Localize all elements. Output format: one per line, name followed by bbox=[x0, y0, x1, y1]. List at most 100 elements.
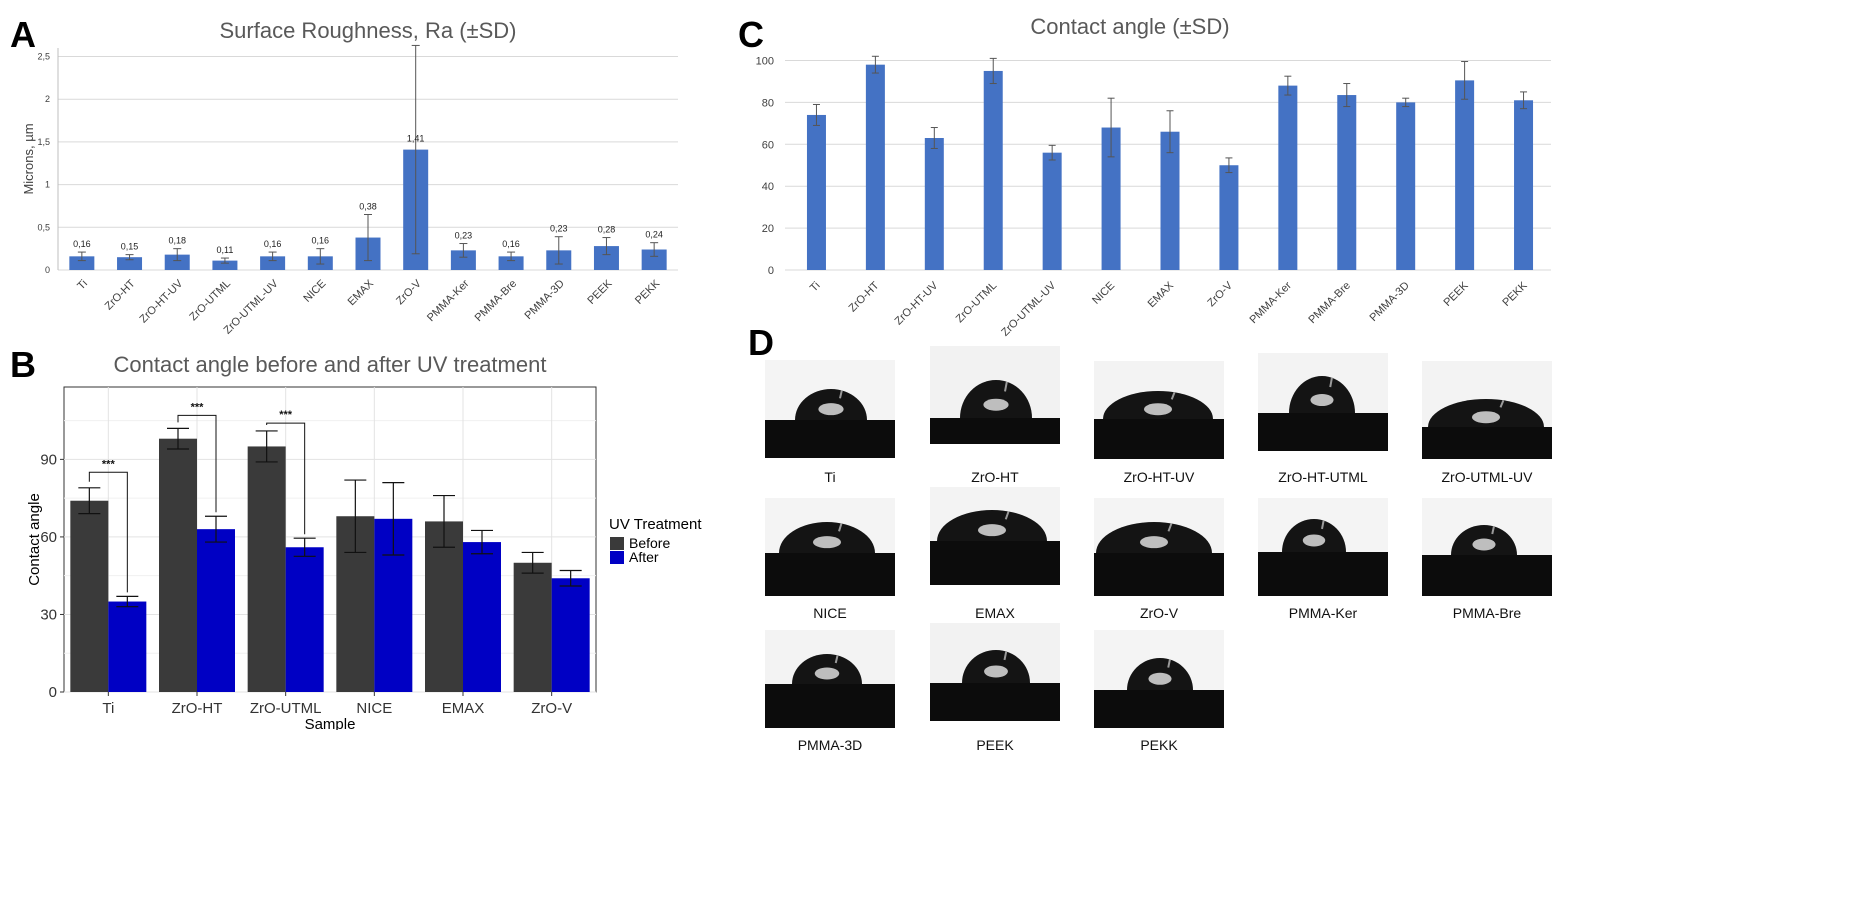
droplet-label: ZrO-HT-UV bbox=[1123, 469, 1195, 485]
x-tick-label: ZrO-UTML bbox=[187, 278, 233, 324]
substrate bbox=[930, 418, 1060, 444]
droplet-label: EMAX bbox=[975, 605, 1015, 621]
droplet-photo bbox=[765, 498, 895, 596]
droplet-image bbox=[1258, 353, 1388, 451]
legend-label: After bbox=[629, 549, 659, 565]
bar bbox=[164, 254, 190, 270]
droplet-photo bbox=[1094, 630, 1224, 728]
chart-title: Contact angle before and after UV treatm… bbox=[114, 352, 547, 377]
y-tick-label: 40 bbox=[762, 181, 774, 193]
substrate bbox=[765, 684, 895, 728]
photo-background bbox=[1258, 353, 1388, 451]
droplet-label: PMMA-Ker bbox=[1288, 605, 1358, 621]
droplet-label: ZrO-UTML-UV bbox=[1441, 469, 1533, 485]
x-tick-label: EMAX bbox=[346, 277, 377, 308]
significance-bracket bbox=[266, 422, 306, 535]
droplet-image bbox=[930, 346, 1060, 444]
x-tick-label: ZrO-V bbox=[394, 277, 424, 307]
y-tick-label: 0 bbox=[768, 265, 774, 277]
data-label: 0,16 bbox=[312, 236, 330, 246]
panel-letter-a: A bbox=[10, 14, 36, 55]
substrate bbox=[1094, 553, 1224, 596]
x-tick-label: PMMA-3D bbox=[523, 278, 567, 322]
bar bbox=[1455, 80, 1475, 270]
substrate bbox=[765, 420, 895, 458]
droplet-reflection bbox=[983, 398, 1009, 411]
x-tick-label: PEEK bbox=[585, 277, 615, 307]
droplet-image bbox=[1258, 498, 1388, 596]
chart-title: Contact angle (±SD) bbox=[1030, 14, 1229, 39]
x-tick-label: PMMA-Bre bbox=[1306, 280, 1353, 327]
photo-background bbox=[930, 487, 1060, 585]
droplet-reflection bbox=[1472, 538, 1496, 551]
x-tick-label: ZrO-HT bbox=[847, 279, 882, 314]
droplet bbox=[1451, 525, 1517, 555]
contact-angle-chart: Contact angle (±SD) 0 20 40 60 80 100 Ti ZrO-HT Z… bbox=[756, 14, 1551, 339]
needle-glint bbox=[1321, 520, 1325, 530]
y-tick-label: 20 bbox=[762, 223, 774, 235]
bar bbox=[593, 246, 619, 270]
significance-label: *** bbox=[191, 401, 205, 413]
data-label: 0,28 bbox=[598, 225, 616, 235]
y-tick-label: 30 bbox=[40, 606, 57, 623]
droplet-image bbox=[765, 498, 895, 596]
bar-before bbox=[70, 500, 109, 692]
droplet-label: PMMA-Bre bbox=[1452, 605, 1522, 621]
droplet-image bbox=[765, 360, 895, 458]
droplet bbox=[792, 654, 862, 684]
x-tick-label: PEEK bbox=[1441, 279, 1471, 309]
bar bbox=[498, 256, 524, 270]
droplet-photo bbox=[765, 630, 895, 728]
significance-bracket bbox=[88, 471, 128, 593]
x-tick-label: ZrO-UTML bbox=[250, 700, 322, 717]
data-label: 0,11 bbox=[216, 245, 233, 255]
droplet-image bbox=[930, 487, 1060, 585]
substrate bbox=[1094, 690, 1224, 728]
droplet bbox=[1096, 522, 1212, 553]
substrate bbox=[1422, 427, 1552, 459]
droplet-reflection bbox=[984, 665, 1008, 678]
significance-label: *** bbox=[279, 409, 293, 421]
x-tick-label: ZrO-V bbox=[1205, 279, 1235, 309]
x-tick-label: Ti bbox=[808, 280, 823, 295]
bar-after bbox=[551, 578, 590, 692]
droplet-photo bbox=[1094, 498, 1224, 596]
droplet bbox=[962, 650, 1030, 683]
y-tick-label: 0 bbox=[45, 265, 50, 275]
photo-background bbox=[765, 360, 895, 458]
bar bbox=[260, 256, 286, 270]
data-label: 0,16 bbox=[73, 239, 91, 249]
bar-after bbox=[285, 547, 324, 692]
bar-after bbox=[108, 601, 147, 692]
bar bbox=[69, 256, 95, 270]
droplet-label: PEEK bbox=[976, 737, 1014, 753]
droplet bbox=[960, 380, 1032, 418]
x-tick-label: ZrO-HT-UV bbox=[138, 277, 186, 325]
substrate bbox=[1422, 555, 1552, 596]
legend-title: UV Treatment bbox=[609, 516, 702, 533]
droplet-reflection bbox=[978, 524, 1006, 537]
droplet-reflection bbox=[1140, 536, 1168, 549]
bar bbox=[641, 249, 667, 270]
droplet-reflection bbox=[814, 667, 840, 680]
y-tick-label: 100 bbox=[756, 55, 774, 67]
x-tick-label: PMMA-Ker bbox=[1247, 279, 1294, 326]
droplet-photo bbox=[1422, 361, 1552, 459]
x-tick-label: PMMA-Bre bbox=[473, 278, 520, 325]
x-tick-label: ZrO-V bbox=[531, 700, 572, 717]
droplet-reflection bbox=[1302, 534, 1326, 547]
photo-background bbox=[765, 498, 895, 596]
photo-background bbox=[1422, 498, 1552, 596]
substrate bbox=[1258, 552, 1388, 596]
droplet-photo bbox=[930, 346, 1060, 444]
y-tick-label: 90 bbox=[40, 451, 57, 468]
y-tick-label: 2 bbox=[45, 94, 50, 104]
data-label: 0,16 bbox=[502, 239, 520, 249]
x-tick-label: EMAX bbox=[1146, 279, 1177, 310]
needle-glint bbox=[839, 390, 843, 399]
x-tick-label: Ti bbox=[102, 700, 114, 717]
x-tick-label: ZrO-UTML-UV bbox=[999, 279, 1059, 339]
droplet-reflection bbox=[818, 403, 844, 416]
droplet-image bbox=[1422, 361, 1552, 459]
droplet-label: PEKK bbox=[1140, 737, 1178, 753]
